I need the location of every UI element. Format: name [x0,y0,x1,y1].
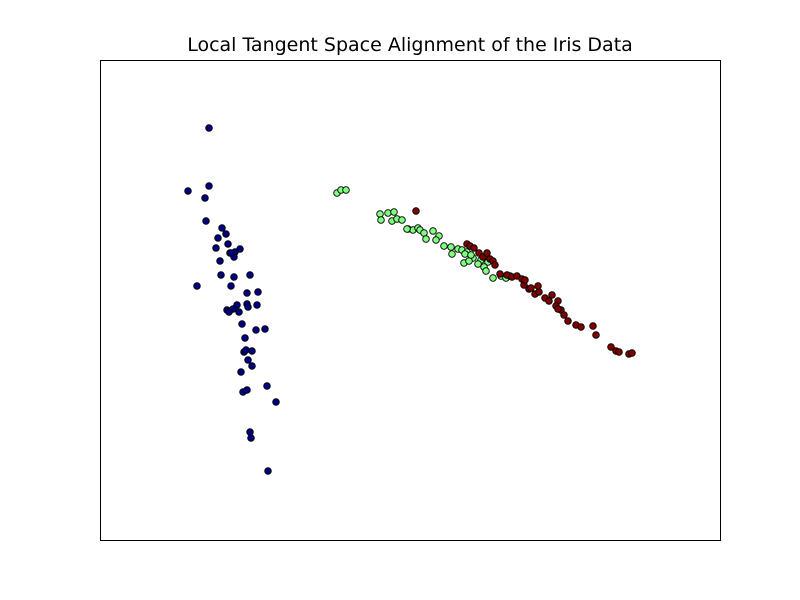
data-point [205,182,213,190]
data-point [264,467,272,475]
data-point [376,210,384,218]
data-point [201,194,209,202]
data-point [554,305,562,313]
data-point [592,331,600,339]
chart-title: Local Tangent Space Alignment of the Iri… [187,34,633,56]
data-point [244,356,252,364]
data-point [384,209,392,217]
data-point [247,434,255,442]
data-point [398,216,406,224]
data-point [482,267,490,275]
data-point [218,224,226,232]
data-point [589,322,597,330]
data-point [243,289,251,297]
data-point [272,398,280,406]
data-point [217,271,225,279]
data-point [429,227,437,235]
data-point [237,368,245,376]
data-point [242,346,250,354]
data-point [534,282,542,290]
data-point [628,349,636,357]
data-point [403,225,411,233]
data-point [212,244,220,252]
data-point [224,240,232,248]
data-point [470,244,478,252]
data-point [474,260,482,268]
data-point [236,245,244,253]
data-point [227,282,235,290]
data-point [253,301,261,309]
data-point [545,297,553,305]
data-point [227,249,235,257]
data-point [461,250,469,258]
data-point [390,208,398,216]
data-point [222,230,230,238]
series-2 [412,207,636,358]
data-point [241,334,249,342]
data-point [254,288,262,296]
data-point [564,317,572,325]
data-point [248,362,256,370]
data-point [496,270,504,278]
data-point [246,428,254,436]
data-point [202,217,210,225]
data-point [448,250,456,258]
data-point [243,386,251,394]
data-point [491,261,499,269]
data-point [244,303,252,311]
data-point [432,236,440,244]
data-point [521,276,529,284]
data-point [225,308,233,316]
data-point [252,326,260,334]
data-point [184,187,192,195]
data-point [483,249,491,257]
data-point [261,325,269,333]
data-point [193,282,201,290]
data-point [467,251,475,259]
data-point [342,186,350,194]
data-point [230,273,238,281]
data-point [548,291,556,299]
data-point [205,124,213,132]
data-point [577,323,585,331]
data-point [263,382,271,390]
data-point [248,347,256,355]
data-point [214,234,222,242]
data-point [235,308,243,316]
points-layer [184,124,636,475]
data-point [440,242,448,250]
data-point [560,311,568,319]
data-point [527,284,535,292]
data-point [447,243,455,251]
data-point [607,343,615,351]
data-point [238,320,246,328]
series-0 [184,124,280,475]
data-point [489,274,497,282]
data-point [535,288,543,296]
data-point [615,348,623,356]
data-point [422,235,430,243]
data-point [377,216,385,224]
plot-area [100,60,721,541]
data-point [412,207,420,215]
data-point [246,271,254,279]
data-point [216,257,224,265]
